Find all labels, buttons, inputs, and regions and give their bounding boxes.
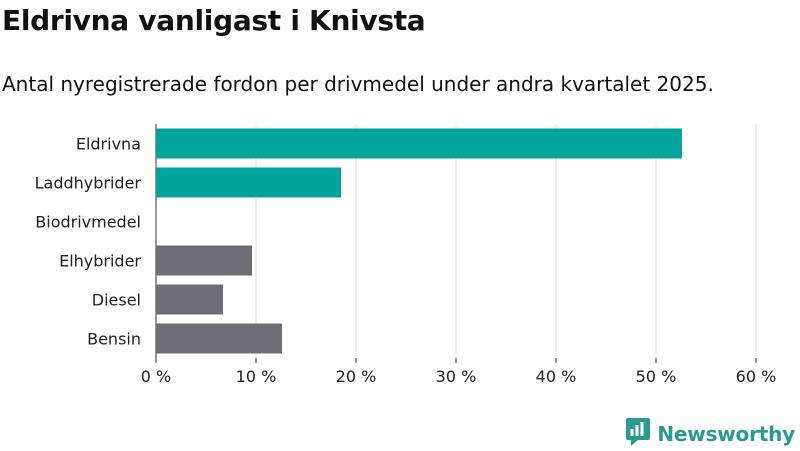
- x-tick-label: 20 %: [336, 367, 377, 386]
- x-axis-ticks: 0 % 10 % 20 % 30 % 40 % 50 % 60 %: [141, 358, 777, 386]
- bar-eldrivna: [156, 128, 682, 159]
- newsworthy-logo-icon: [625, 417, 651, 451]
- category-label: Laddhybrider: [35, 174, 142, 193]
- bar-laddhybrider: [156, 167, 341, 198]
- brand-name: Newsworthy: [657, 422, 795, 446]
- chart-subtitle: Antal nyregistrerade fordon per drivmede…: [2, 72, 714, 96]
- x-tick-label: 60 %: [736, 367, 777, 386]
- category-label: Bensin: [87, 330, 141, 349]
- x-tick-label: 50 %: [636, 367, 677, 386]
- chart-title: Eldrivna vanligast i Knivsta: [2, 4, 426, 37]
- x-tick-label: 0 %: [141, 367, 171, 386]
- x-tick-label: 40 %: [536, 367, 577, 386]
- brand-logo: Newsworthy: [625, 417, 795, 451]
- category-label: Elhybrider: [59, 252, 141, 271]
- category-labels: Eldrivna Laddhybrider Biodrivmedel Elhybrid…: [35, 135, 142, 349]
- category-label: Eldrivna: [76, 135, 141, 154]
- bar-elhybrider: [156, 245, 252, 276]
- x-tick-label: 30 %: [436, 367, 477, 386]
- x-tick-label: 10 %: [236, 367, 277, 386]
- category-label: Biodrivmedel: [35, 213, 141, 232]
- gridlines: [155, 124, 757, 358]
- category-label: Diesel: [92, 291, 141, 310]
- bars: [156, 128, 682, 354]
- bar-bensin: [156, 323, 282, 354]
- bar-diesel: [156, 284, 223, 315]
